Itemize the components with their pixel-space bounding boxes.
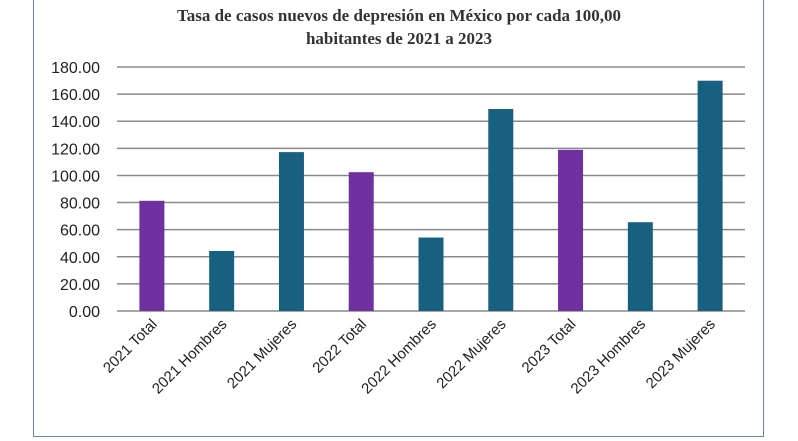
y-tick-label: 120.00: [51, 141, 100, 158]
bar-2022-mujeres: [488, 109, 514, 312]
y-tick-label: 140.00: [51, 114, 100, 131]
x-tick-label: 2023 Total: [519, 316, 580, 377]
x-tick-label: 2022 Hombres: [358, 316, 440, 398]
y-tick-label: 20.00: [60, 277, 100, 294]
bar-2021-hombres: [209, 250, 235, 311]
x-tick-label: 2022 Total: [309, 316, 370, 377]
bar-2022-total: [348, 172, 374, 311]
bar-2023-hombres: [627, 222, 653, 311]
bar-2021-mujeres: [278, 152, 304, 311]
chart-title-line2: habitantes de 2021 a 2023: [305, 29, 493, 48]
y-tick-label: 40.00: [60, 250, 100, 267]
chart-frame: [33, 0, 764, 437]
x-tick-label: 2022 Mujeres: [433, 316, 509, 392]
x-tick-label: 2021 Mujeres: [224, 316, 300, 392]
y-tick-label: 60.00: [60, 223, 100, 240]
y-tick-label: 80.00: [60, 196, 100, 213]
x-tick-label: 2021 Total: [100, 316, 161, 377]
chart-title-line1: Tasa de casos nuevos de depresión en Méx…: [176, 6, 622, 25]
y-tick-label: 0.00: [69, 304, 100, 321]
x-tick-label: 2021 Hombres: [149, 316, 231, 398]
x-tick-label: 2023 Mujeres: [643, 316, 719, 392]
chart-title: Tasa de casos nuevos de depresión en Méx…: [0, 4, 798, 50]
bar-2021-total: [139, 200, 165, 311]
y-tick-label: 160.00: [51, 87, 100, 104]
bar-2022-hombres: [418, 237, 444, 311]
x-tick-label: 2023 Hombres: [568, 316, 650, 398]
y-tick-label: 180.00: [51, 60, 100, 77]
bar-2023-total: [558, 149, 584, 311]
bar-2023-mujeres: [697, 80, 723, 312]
y-tick-label: 100.00: [51, 168, 100, 185]
